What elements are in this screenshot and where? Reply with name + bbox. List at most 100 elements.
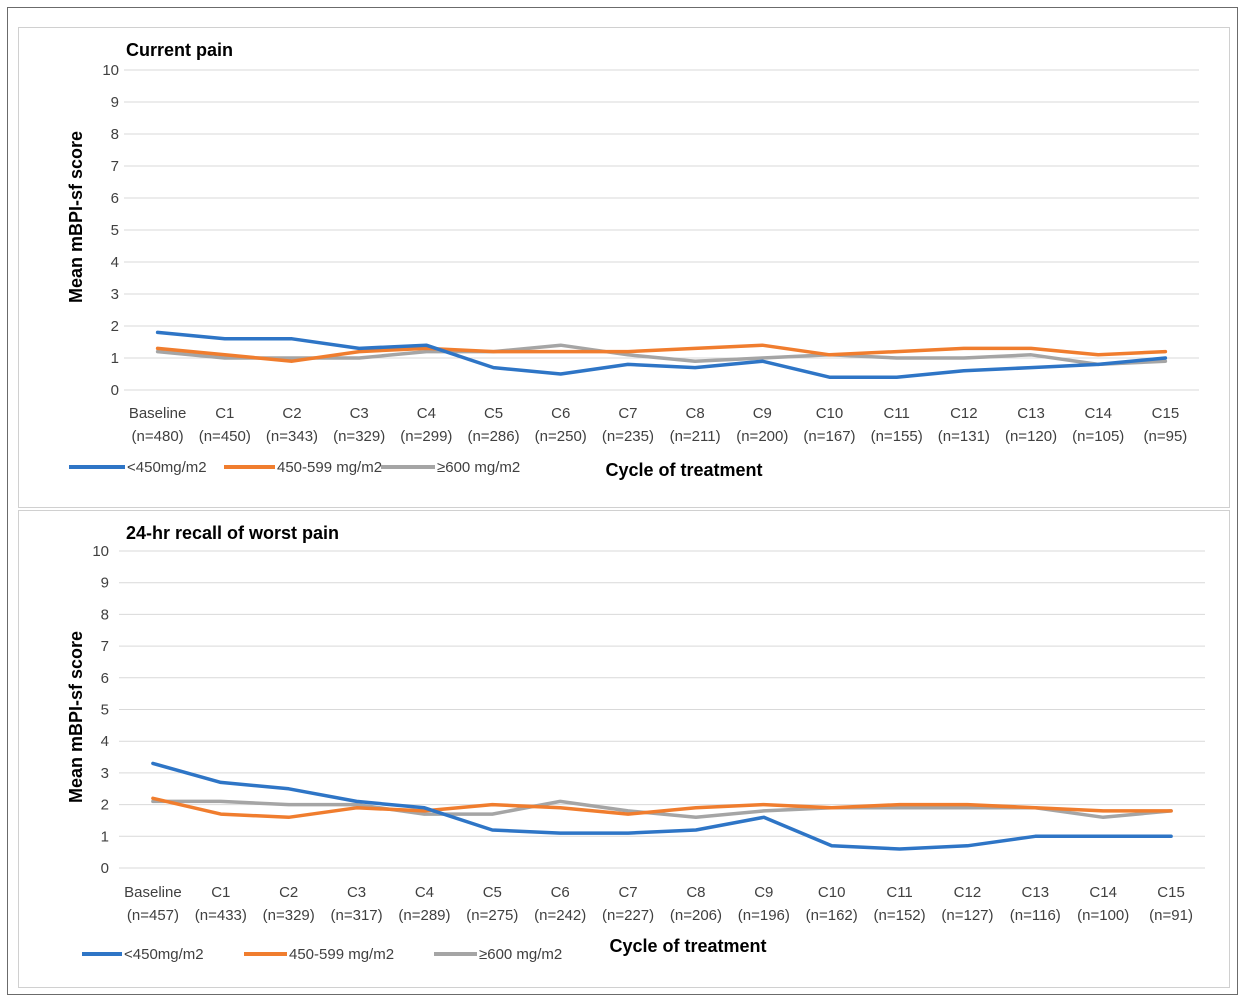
- x-tick-label: C13: [1022, 884, 1050, 901]
- y-tick-label: 6: [101, 670, 109, 687]
- x-tick-count: (n=206): [670, 907, 722, 924]
- x-tick-label: C12: [954, 884, 982, 901]
- figure-frame: [7, 7, 1238, 995]
- x-tick-count: (n=317): [331, 907, 383, 924]
- chart-title: 24-hr recall of worst pain: [126, 523, 339, 543]
- y-tick-label: 8: [111, 126, 119, 143]
- x-tick-count: (n=329): [333, 428, 385, 445]
- x-tick-label: C3: [347, 884, 366, 901]
- y-tick-label: 4: [101, 733, 109, 750]
- x-tick-count: (n=120): [1005, 428, 1057, 445]
- x-tick-label: C4: [415, 884, 434, 901]
- series-line: [151, 796, 1173, 820]
- x-tick-label: Baseline: [124, 884, 182, 901]
- chart-title: Current pain: [126, 40, 233, 60]
- x-tick-label: C7: [618, 405, 637, 422]
- legend-label: ≥600 mg/m2: [437, 459, 520, 476]
- y-tick-label: 10: [102, 62, 119, 79]
- x-tick-count: (n=116): [1010, 907, 1061, 924]
- x-tick-label: C11: [883, 405, 909, 422]
- y-tick-label: 0: [101, 860, 109, 877]
- y-tick-label: 1: [101, 828, 109, 845]
- x-tick-count: (n=100): [1077, 907, 1129, 924]
- chart-panel-current-pain: Current pain 0 1 2 3 4 5 6 7 8 9 10 Baseline (n=480…: [18, 27, 1230, 508]
- y-tick-label: 7: [111, 158, 119, 175]
- x-tick-label: C7: [618, 884, 637, 901]
- y-tick-label: 9: [111, 94, 119, 111]
- y-axis-label: Mean mBPI-sf score: [66, 631, 86, 803]
- x-tick-label: C6: [551, 405, 570, 422]
- y-tick-label: 5: [111, 222, 119, 239]
- x-tick-label: C9: [754, 884, 773, 901]
- y-axis-label: Mean mBPI-sf score: [66, 131, 86, 303]
- x-tick-label: C5: [484, 405, 503, 422]
- y-tick-label: 5: [101, 702, 109, 719]
- x-tick-count: (n=155): [871, 428, 923, 445]
- x-tick-label: C11: [886, 884, 912, 901]
- x-tick-count: (n=167): [803, 428, 855, 445]
- x-tick-count: (n=242): [534, 907, 586, 924]
- y-tick-label: 8: [101, 606, 109, 623]
- x-tick-count: (n=196): [738, 907, 790, 924]
- x-tick-count: (n=105): [1072, 428, 1124, 445]
- chart-worst-pain: 24-hr recall of worst pain 012345678910 …: [66, 523, 1205, 963]
- x-tick-label: C9: [753, 405, 772, 422]
- x-tick-count: (n=299): [400, 428, 452, 445]
- x-tick-label: Baseline: [129, 405, 187, 422]
- x-tick-count: (n=95): [1144, 428, 1188, 445]
- x-tick-label: C8: [686, 884, 705, 901]
- x-tick-label: C14: [1084, 405, 1112, 422]
- legend-label: 450-599 mg/m2: [277, 459, 382, 476]
- y-tick-label: 0: [111, 382, 119, 399]
- x-tick-count: (n=450): [199, 428, 251, 445]
- series-line: [151, 761, 1173, 851]
- x-tick-label: C15: [1157, 884, 1185, 901]
- x-tick-count: (n=329): [263, 907, 315, 924]
- x-tick-label: C2: [279, 884, 298, 901]
- y-tick-label: 3: [101, 765, 109, 782]
- x-tick-label: C13: [1017, 405, 1045, 422]
- x-tick-count: (n=235): [602, 428, 654, 445]
- x-tick-count: (n=127): [941, 907, 993, 924]
- x-tick-count: (n=250): [535, 428, 587, 445]
- x-tick-count: (n=480): [132, 428, 184, 445]
- x-tick-label: C3: [350, 405, 369, 422]
- x-axis-label: Cycle of treatment: [605, 460, 762, 480]
- x-tick-label: C4: [417, 405, 436, 422]
- x-tick-count: (n=227): [602, 907, 654, 924]
- y-tick-label: 10: [92, 543, 109, 560]
- x-tick-label: C1: [215, 405, 234, 422]
- x-tick-count: (n=457): [127, 907, 179, 924]
- x-tick-label: C2: [282, 405, 301, 422]
- x-tick-count: (n=286): [467, 428, 519, 445]
- y-tick-label: 9: [101, 575, 109, 592]
- x-tick-count: (n=433): [195, 907, 247, 924]
- y-tick-label: 2: [111, 318, 119, 335]
- x-tick-count: (n=131): [938, 428, 990, 445]
- x-tick-label: C8: [686, 405, 705, 422]
- legend-label: <450mg/m2: [127, 459, 207, 476]
- x-tick-count: (n=211): [670, 428, 721, 445]
- y-tick-label: 1: [111, 350, 119, 367]
- x-tick-count: (n=91): [1149, 907, 1193, 924]
- x-tick-count: (n=152): [874, 907, 926, 924]
- x-tick-label: C10: [818, 884, 846, 901]
- legend-label: ≥600 mg/m2: [479, 946, 562, 963]
- x-tick-label: C10: [816, 405, 844, 422]
- x-tick-count: (n=343): [266, 428, 318, 445]
- x-tick-label: C14: [1089, 884, 1117, 901]
- y-tick-label: 7: [101, 638, 109, 655]
- x-tick-label: C15: [1152, 405, 1180, 422]
- x-tick-count: (n=200): [736, 428, 788, 445]
- series-line: [155, 343, 1168, 363]
- x-tick-label: C12: [950, 405, 978, 422]
- x-tick-count: (n=275): [466, 907, 518, 924]
- chart-current-pain: Current pain 0 1 2 3 4 5 6 7 8 9 10 Baseline (n=480…: [66, 40, 1199, 480]
- x-tick-label: C5: [483, 884, 502, 901]
- chart-panel-worst-pain: 24-hr recall of worst pain 0 1 2 3 4 5 6 7 8 9 10 …: [18, 510, 1230, 988]
- y-tick-label: 2: [101, 797, 109, 814]
- y-tick-label: 4: [111, 254, 119, 271]
- x-tick-count: (n=289): [398, 907, 450, 924]
- x-tick-count: (n=162): [806, 907, 858, 924]
- legend-label: 450-599 mg/m2: [289, 946, 394, 963]
